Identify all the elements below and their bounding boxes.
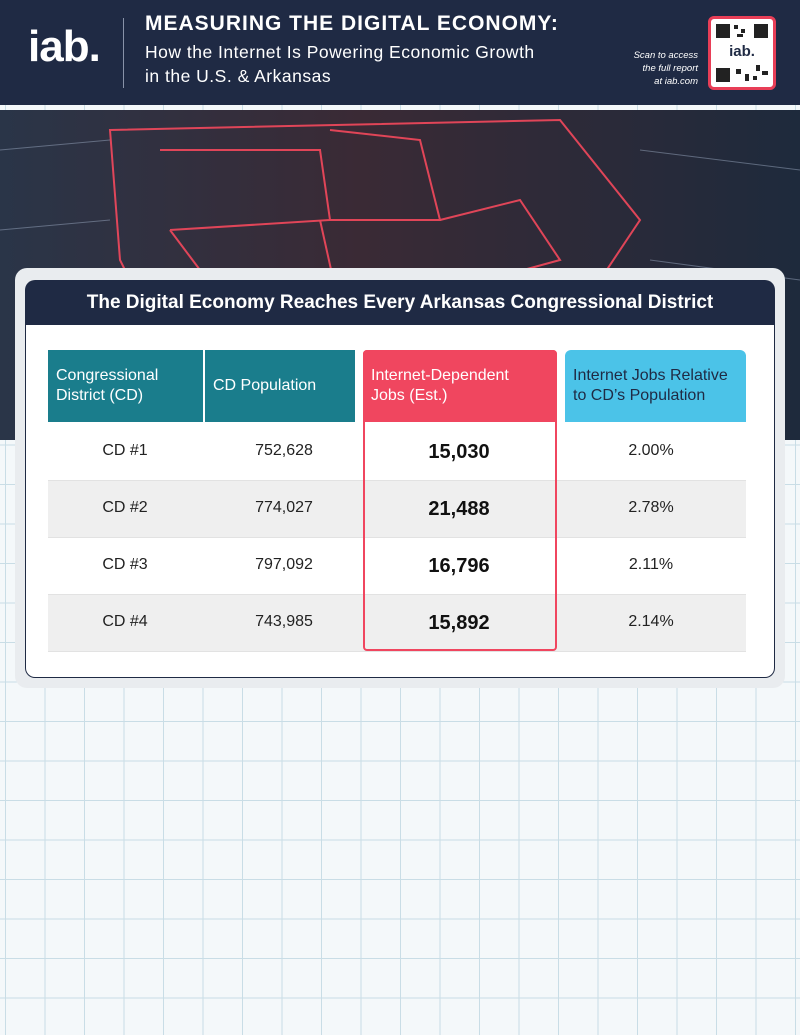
card-header: [25, 280, 775, 326]
qr-note: the full report: [642, 63, 698, 74]
header: [0, 0, 800, 105]
header-title: MEASURING THE DIGITAL ECONOMY:: [145, 12, 559, 35]
header-line: CD Population: [213, 377, 317, 394]
cell: 21,488: [428, 498, 490, 520]
cell: 2.14%: [628, 613, 674, 630]
qr-logo: iab.: [711, 43, 773, 60]
row-divider: [48, 537, 746, 538]
cell: 2.78%: [628, 499, 674, 516]
cell: 2.11%: [628, 556, 674, 573]
divider: [123, 18, 124, 88]
column-header: Internet Jobs Relative to CD’s Population: [565, 350, 746, 422]
cell: 752,628: [255, 442, 313, 459]
header-line: to CD’s Population: [573, 387, 706, 404]
row-divider: [48, 594, 746, 595]
column-header: Congressional District (CD): [48, 350, 203, 422]
column-header: Internet-Dependent Jobs (Est.): [363, 350, 557, 422]
header-line: District (CD): [56, 387, 144, 404]
column-header: CD Population: [205, 350, 355, 422]
cell: CD #2: [102, 499, 148, 516]
header-line: Jobs (Est.): [371, 387, 448, 404]
cell: 774,027: [255, 499, 313, 516]
subtitle: How the Internet Is Powering Economic Gr…: [145, 42, 535, 62]
cell: 15,030: [428, 441, 490, 463]
cell: 743,985: [255, 613, 313, 630]
header-line: Internet Jobs Relative: [573, 367, 728, 384]
header-line: Internet-Dependent: [371, 367, 509, 384]
cell: CD #3: [102, 556, 148, 573]
header-line: Congressional: [56, 367, 159, 384]
qr-pattern: [716, 24, 768, 82]
row-bg: [48, 595, 746, 651]
table-title: The Digital Economy Reaches Every Arkans…: [86, 292, 714, 313]
row-divider: [48, 480, 746, 481]
cell: 2.00%: [628, 442, 674, 459]
cell: CD #4: [102, 613, 148, 630]
qr-note: Scan to access: [633, 50, 698, 61]
logo: iab.: [28, 22, 101, 71]
cell: 797,092: [255, 556, 313, 573]
row-bg: [48, 481, 746, 537]
row-divider: [48, 651, 746, 652]
cell: 15,892: [428, 612, 490, 634]
qr-note: at iab.com: [654, 76, 698, 87]
qr-code[interactable]: iab.: [708, 16, 776, 90]
cell: 16,796: [428, 555, 490, 577]
cell: CD #1: [102, 442, 148, 459]
subtitle: in the U.S. & Arkansas: [145, 66, 332, 86]
